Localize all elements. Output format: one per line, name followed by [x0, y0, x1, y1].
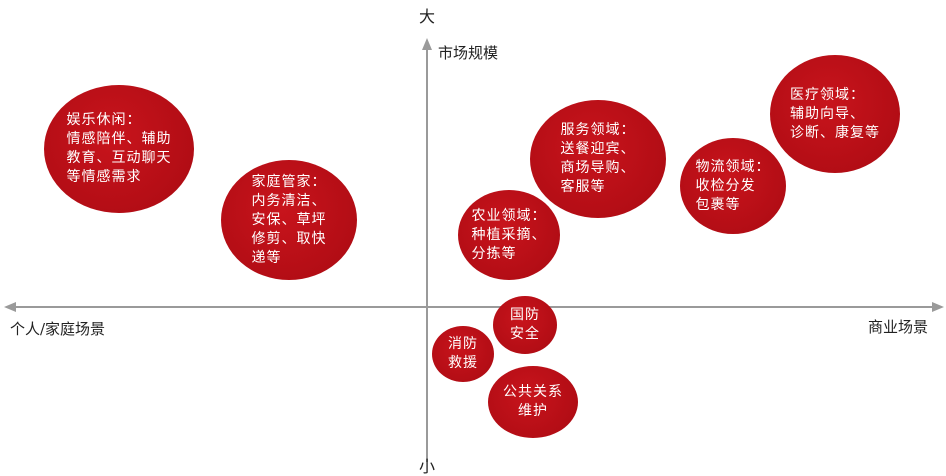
axis-label-top: 大: [419, 7, 436, 26]
bubble-medical: 医疗领域： 辅助向导、 诊断、康复等: [770, 55, 900, 173]
bubble-housekeeping-text: 家庭管家： 内务清洁、 安保、草坪 修剪、取快 递等: [251, 173, 327, 266]
bubble-public-relations: 公共关系 维护: [488, 366, 578, 438]
vertical-axis-arrow: [422, 38, 432, 50]
bubble-public-relations-text: 公共关系 维护: [503, 384, 563, 419]
horizontal-axis-arrow-left: [4, 302, 16, 312]
horizontal-axis-arrow-right: [932, 302, 944, 312]
axis-label-right: 商业场景: [868, 318, 929, 336]
bubble-firefighting-text: 消防 救援: [448, 336, 478, 371]
bubble-logistics: 物流领域： 收检分发 包裹等: [680, 138, 786, 234]
bubble-entertainment: 娱乐休闲： 情感陪伴、辅助 教育、互动聊天 等情感需求: [44, 85, 194, 213]
bubble-service-text: 服务领域： 送餐迎宾、 商场导购、 客服等: [560, 122, 636, 195]
bubble-agriculture: 农业领域： 种植采摘、 分拣等: [458, 190, 560, 280]
bubble-logistics-text: 物流领域： 收检分发 包裹等: [695, 158, 771, 213]
axis-label-bottom: 小: [419, 457, 436, 476]
bubble-medical-text: 医疗领域： 辅助向导、 诊断、康复等: [790, 86, 880, 141]
bubble-defense: 国防 安全: [493, 296, 557, 354]
axis-label-market-size: 市场规模: [438, 44, 499, 62]
bubble-entertainment-text: 娱乐休闲： 情感陪伴、辅助 教育、互动聊天 等情感需求: [66, 112, 172, 185]
bubble-defense-text: 国防 安全: [510, 307, 540, 342]
axis-label-left: 个人/家庭场景: [10, 320, 106, 338]
bubble-firefighting: 消防 救援: [432, 326, 494, 382]
bubble-housekeeping: 家庭管家： 内务清洁、 安保、草坪 修剪、取快 递等: [221, 160, 357, 280]
bubble-service: 服务领域： 送餐迎宾、 商场导购、 客服等: [530, 100, 666, 218]
bubble-agriculture-text: 农业领域： 种植采摘、 分拣等: [471, 207, 547, 262]
